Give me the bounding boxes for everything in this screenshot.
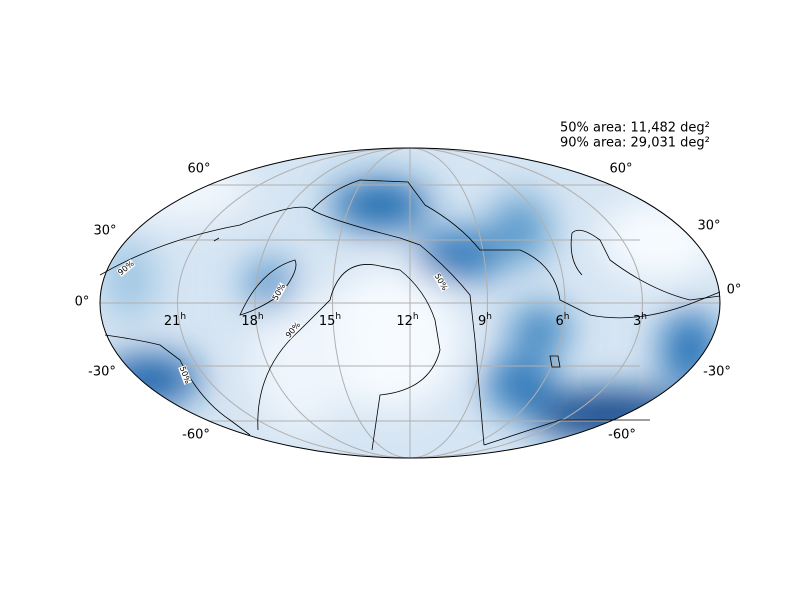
ra-unit: h [564, 312, 570, 322]
ra-hours: 21 [164, 314, 181, 329]
dec-tick-label: 60° [609, 162, 632, 177]
ra-tick-label: 18h [241, 312, 263, 329]
contour-label-bg [433, 272, 449, 292]
dec-tick-label: -30° [703, 365, 731, 380]
ra-hours: 3 [633, 314, 641, 329]
ra-tick-label: 6h [556, 312, 570, 329]
ra-hours: 15 [319, 314, 336, 329]
ra-unit: h [335, 312, 341, 322]
dec-labels: 60° 30° 0° -30° -60° 60° 30° 0° -30° -60° [75, 162, 742, 443]
ra-tick-label: 12h [396, 312, 418, 329]
ra-hours: 18 [241, 314, 258, 329]
ra-labels: 21h 18h 15h 12h 9h 6h 3h [164, 312, 647, 329]
annotation: 90% area: 29,031 deg² [560, 136, 710, 151]
ra-hours: 12 [396, 314, 413, 329]
ra-unit: h [413, 312, 419, 322]
ra-unit: h [180, 312, 186, 322]
ra-unit: h [641, 312, 647, 322]
ra-unit: h [486, 312, 492, 322]
contour-label-bg [116, 259, 136, 277]
dec-tick-label: 30° [93, 224, 116, 239]
dec-tick-label: 30° [697, 219, 720, 234]
map-frame [99, 147, 721, 459]
ra-tick-label: 9h [478, 312, 492, 329]
dec-tick-label: 60° [187, 162, 210, 177]
dec-tick-label: -60° [608, 428, 636, 443]
dec-tick-label: -60° [182, 428, 210, 443]
ra-tick-label: 3h [633, 312, 647, 329]
dec-tick-label: 0° [727, 283, 742, 298]
ra-tick-label: 15h [319, 312, 341, 329]
annotation: 50% area: 11,482 deg² [560, 121, 710, 136]
contour-label-bg [284, 320, 302, 340]
dec-tick-label: -30° [88, 365, 116, 380]
ra-tick-label: 21h [164, 312, 186, 329]
ra-unit: h [258, 312, 264, 322]
ra-hours: 6 [556, 314, 564, 329]
contours [99, 179, 721, 451]
contour-label-bg [178, 365, 192, 385]
contour-label-bg [271, 282, 287, 302]
ra-hours: 9 [478, 314, 486, 329]
dec-tick-label: 0° [75, 295, 90, 310]
